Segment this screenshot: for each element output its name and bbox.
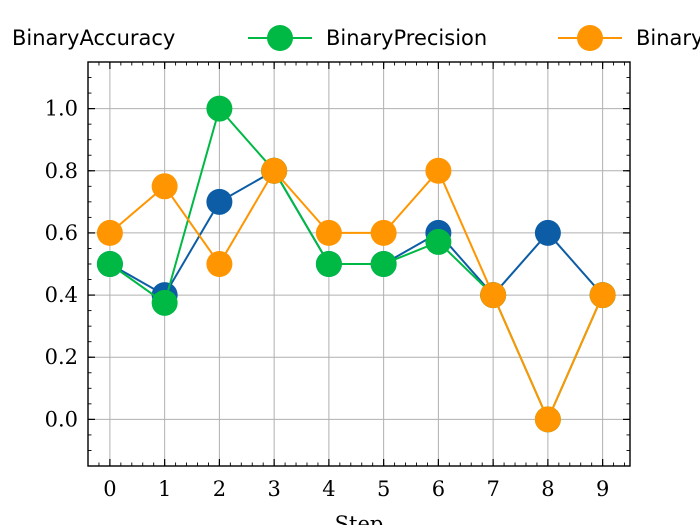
data-point	[370, 219, 397, 246]
x-axis-label: Step	[335, 512, 384, 525]
y-tick-label: 1.0	[45, 97, 78, 121]
y-tick-label: 0.6	[45, 221, 78, 245]
data-point	[151, 173, 178, 200]
data-point	[96, 251, 123, 277]
x-tick-label: 6	[432, 477, 445, 501]
x-tick-label: 9	[596, 477, 609, 501]
y-tick-label: 0.8	[45, 159, 78, 183]
x-tick-label: 5	[377, 477, 390, 501]
x-tick-label: 7	[486, 477, 499, 501]
legend: BinaryAccuracy BinaryPrecision Binary	[12, 25, 700, 51]
legend-marker	[577, 25, 603, 51]
legend-label: BinaryPrecision	[326, 26, 487, 50]
series-Binary	[96, 157, 616, 433]
legend-label: Binary	[636, 26, 700, 50]
y-tick-label: 0.0	[45, 407, 78, 431]
series-BinaryPrecision	[96, 95, 616, 433]
x-tick-label: 2	[213, 477, 226, 501]
x-tick-label: 0	[103, 477, 116, 501]
y-tick-label: 0.4	[45, 283, 78, 307]
x-tick-label: 8	[541, 477, 554, 501]
legend-label: BinaryAccuracy	[12, 26, 175, 50]
data-point	[315, 251, 342, 277]
x-tick-label: 4	[322, 477, 335, 501]
axis-ticks	[87, 61, 630, 466]
data-point	[425, 228, 452, 255]
data-point	[425, 157, 452, 184]
x-tick-label: 1	[158, 477, 171, 501]
data-point	[206, 95, 233, 122]
y-tick-label: 0.2	[45, 345, 78, 369]
x-tick-label: 3	[267, 477, 280, 501]
data-point	[315, 219, 342, 246]
data-point	[534, 219, 561, 246]
data-point	[480, 282, 507, 309]
tick-labels: 0 1 2 3 4 5 6 7 8 9 0.0 0.2 0.4 0.6 0.8 1.0	[45, 97, 610, 501]
data-point	[206, 251, 233, 277]
legend-item-Binary: Binary	[558, 25, 700, 51]
data-point	[261, 157, 288, 184]
data-point	[589, 282, 616, 309]
data-point	[151, 289, 178, 316]
legend-item-BinaryAccuracy: BinaryAccuracy	[12, 26, 175, 50]
data-point	[370, 251, 397, 277]
legend-item-BinaryPrecision: BinaryPrecision	[248, 25, 487, 51]
legend-marker	[267, 25, 293, 51]
series-layer	[96, 95, 616, 433]
data-point	[206, 188, 233, 215]
data-point	[534, 406, 561, 433]
data-point	[96, 219, 123, 246]
series-line	[109, 168, 604, 422]
